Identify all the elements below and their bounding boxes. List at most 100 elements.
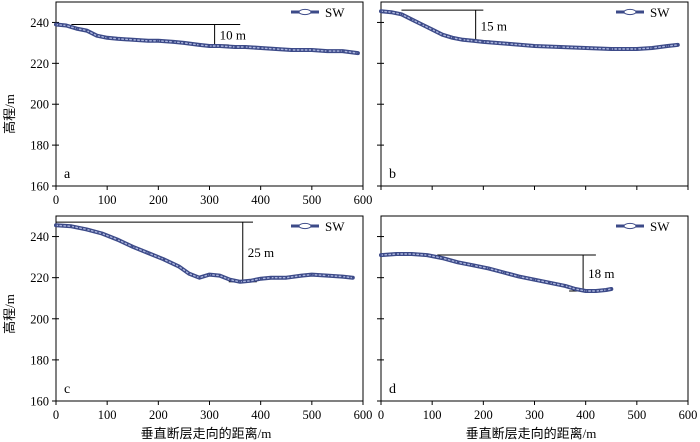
profile-point	[441, 257, 444, 260]
chart-panel-d: 0 100 200 300 400 500 600 18 m SW d	[377, 215, 697, 422]
profile-point	[341, 275, 344, 278]
y-tick-label: 180	[30, 353, 49, 367]
legend-marker	[623, 8, 637, 16]
x-axis-title-left: 垂直断层走向的距离/m	[141, 426, 272, 441]
profile-point	[75, 27, 78, 30]
x-tick-label: 100	[423, 408, 442, 422]
profile-point	[55, 224, 57, 227]
profile-point	[70, 225, 73, 228]
profile-point	[116, 238, 119, 241]
profile-point	[218, 274, 221, 277]
profile-point	[157, 39, 160, 42]
profile-point	[400, 13, 403, 16]
profile-point	[380, 10, 382, 13]
profile-point	[239, 280, 242, 283]
profile-point	[249, 279, 252, 282]
plot-frame	[380, 1, 689, 187]
legend-label: SW	[650, 219, 670, 234]
profile-point	[229, 278, 231, 281]
profile-point	[198, 276, 201, 279]
profile-point	[410, 18, 413, 21]
legend-label: SW	[650, 5, 670, 20]
profile-point	[131, 245, 134, 248]
profile-point	[310, 49, 313, 51]
profile-point	[259, 277, 262, 280]
profile-line-texture	[380, 253, 612, 292]
profile-line-shadow	[379, 252, 614, 293]
profile-point	[456, 261, 459, 264]
legend-label: SW	[325, 5, 345, 20]
profile-point	[106, 36, 109, 39]
profile-point	[461, 38, 464, 41]
x-tick-label: 500	[627, 408, 646, 422]
legend-marker	[298, 8, 312, 16]
profile-line-texture	[55, 224, 354, 283]
panel-label: c	[64, 382, 70, 397]
profile-point	[635, 48, 638, 50]
profile-point	[290, 49, 293, 51]
profile-point	[482, 40, 485, 43]
x-tick-label: 0	[378, 408, 384, 422]
profile-point	[234, 46, 236, 48]
profile-point	[533, 278, 536, 281]
profile-point	[426, 254, 428, 256]
x-tick-label: 400	[251, 408, 270, 422]
x-tick-label: 200	[149, 408, 168, 422]
plot-frame	[380, 215, 689, 402]
profile-point	[55, 23, 57, 26]
profile-point	[101, 232, 103, 235]
profile-point	[147, 39, 150, 42]
profile-point	[341, 50, 344, 52]
profile-point	[380, 254, 382, 256]
profile-point	[116, 37, 119, 40]
y-tick-label: 200	[30, 98, 49, 112]
profile-point	[574, 288, 577, 290]
profile-point	[85, 29, 88, 32]
chart-panel-c: 160 180 200 220 240 0 100 200 300 400 500 600 25 m SW…	[30, 215, 372, 422]
profile-point	[300, 274, 303, 277]
profile-point	[451, 36, 454, 39]
y-tick-label: 160	[30, 395, 49, 409]
profile-point	[326, 274, 329, 277]
profile-point	[518, 275, 521, 278]
profile-point	[610, 48, 613, 50]
chart-panel-b: 15 m SW b	[377, 1, 689, 190]
profile-point	[610, 288, 613, 290]
x-tick-label: 0	[53, 408, 59, 422]
profile-point	[564, 284, 567, 287]
x-tick-label: 300	[200, 193, 219, 207]
panel-label: d	[389, 382, 396, 397]
height-difference-label: 18 m	[588, 266, 614, 281]
profile-point	[584, 290, 587, 292]
x-tick-label: 300	[200, 408, 219, 422]
profile-point	[208, 273, 211, 276]
height-difference-label: 10 m	[220, 28, 246, 43]
y-tick-label: 240	[30, 230, 49, 244]
profile-point	[259, 47, 262, 49]
profile-point	[676, 44, 679, 46]
x-tick-label: 500	[302, 193, 321, 207]
profile-point	[208, 45, 211, 47]
x-tick-label: 0	[53, 193, 59, 207]
profile-point	[421, 23, 423, 26]
profile-point	[172, 40, 175, 43]
y-axis-title-bottom: 高程/m	[2, 294, 17, 334]
x-tick-label: 300	[525, 408, 544, 422]
profile-point	[96, 34, 98, 37]
profile-point	[310, 273, 313, 276]
x-tick-label: 100	[98, 408, 117, 422]
profile-point	[177, 265, 180, 268]
panel-label: a	[64, 167, 71, 182]
profile-point	[147, 252, 150, 254]
profile-point	[584, 47, 587, 49]
profile-point	[410, 253, 413, 255]
y-tick-label: 180	[30, 139, 49, 153]
profile-line-texture	[380, 10, 679, 50]
panel-label: b	[389, 167, 396, 182]
profile-point	[502, 271, 505, 274]
profile-point	[275, 48, 277, 50]
profile-point	[441, 33, 444, 36]
profile-point	[605, 289, 608, 291]
profile-point	[131, 38, 134, 41]
